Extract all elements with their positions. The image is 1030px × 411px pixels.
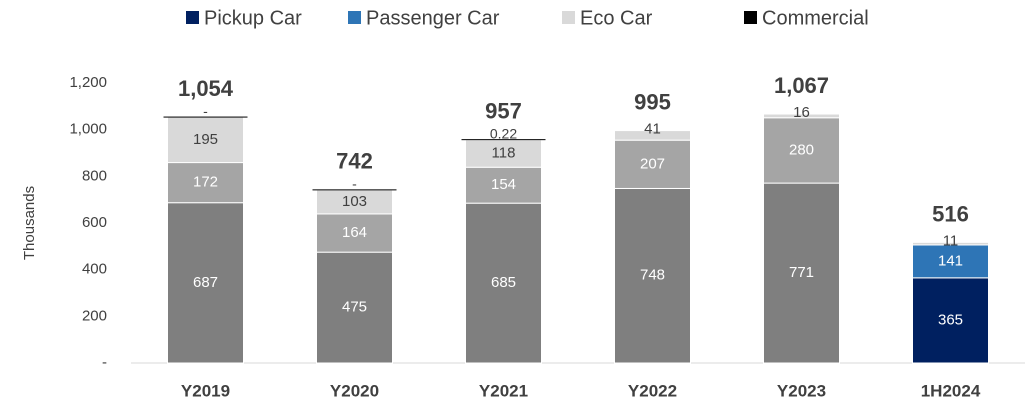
bar-segment bbox=[167, 202, 244, 364]
data-label: 771 bbox=[789, 264, 814, 281]
bar-segment bbox=[461, 139, 546, 141]
data-label: 141 bbox=[938, 252, 963, 269]
data-label: 687 bbox=[193, 274, 218, 291]
bar-segment bbox=[465, 139, 542, 168]
y-tick-label: 1,000 bbox=[69, 121, 107, 138]
x-tick-label: Y2020 bbox=[330, 381, 379, 400]
bar-segment bbox=[763, 117, 840, 184]
bar-segment bbox=[163, 116, 248, 118]
data-label: 103 bbox=[342, 193, 367, 210]
legend-swatch bbox=[348, 11, 361, 24]
total-label: 957 bbox=[485, 99, 522, 124]
y-tick-label: 600 bbox=[82, 214, 107, 231]
bar-segment bbox=[614, 130, 691, 141]
legend-label: Passenger Car bbox=[366, 7, 500, 29]
y-axis-label: Thousands bbox=[21, 186, 38, 260]
data-label: 164 bbox=[342, 224, 367, 241]
data-label: 16 bbox=[793, 104, 810, 121]
legend-label: Eco Car bbox=[580, 7, 653, 29]
data-label: 0.22 bbox=[490, 125, 517, 141]
bar-segment bbox=[912, 241, 989, 246]
data-label: 365 bbox=[938, 311, 963, 328]
bar-segment bbox=[312, 189, 397, 191]
bar-segment bbox=[912, 244, 989, 279]
data-label: - bbox=[352, 176, 357, 192]
data-label: 475 bbox=[342, 299, 367, 316]
data-label: 280 bbox=[789, 141, 814, 158]
bar-segment bbox=[316, 189, 393, 215]
legend-label: Pickup Car bbox=[204, 7, 302, 29]
bar-segment bbox=[316, 251, 393, 364]
data-label: 172 bbox=[193, 174, 218, 191]
y-tick-label: 800 bbox=[82, 167, 107, 184]
total-label: 1,067 bbox=[774, 73, 829, 98]
x-tick-label: Y2021 bbox=[479, 381, 528, 400]
bar-segment bbox=[465, 166, 542, 204]
legend-label: Commercial bbox=[762, 7, 869, 29]
legend-swatch bbox=[186, 11, 199, 24]
legend-swatch bbox=[744, 11, 757, 24]
x-tick-label: 1H2024 bbox=[921, 381, 981, 400]
total-label: 995 bbox=[634, 90, 671, 115]
total-label: 1,054 bbox=[178, 76, 234, 101]
total-label: 516 bbox=[932, 201, 969, 226]
data-label: 207 bbox=[640, 155, 665, 172]
data-label: 11 bbox=[943, 232, 959, 249]
x-tick-label: Y2019 bbox=[181, 381, 230, 400]
legend-swatch bbox=[562, 11, 575, 24]
bar-segment bbox=[763, 182, 840, 364]
bar-segment bbox=[912, 277, 989, 364]
data-label: 154 bbox=[491, 176, 516, 193]
y-tick-label: - bbox=[102, 354, 107, 371]
data-label: 118 bbox=[492, 144, 516, 161]
data-label: 41 bbox=[644, 121, 661, 138]
bar-segment bbox=[167, 162, 244, 204]
y-tick-label: 200 bbox=[82, 307, 107, 324]
bar-segment bbox=[614, 139, 691, 189]
bar-segment bbox=[763, 113, 840, 119]
x-tick-label: Y2022 bbox=[628, 381, 677, 400]
bar-segment bbox=[316, 213, 393, 253]
x-tick-label: Y2023 bbox=[777, 381, 826, 400]
data-label: 195 bbox=[193, 131, 218, 148]
bar-segment bbox=[465, 202, 542, 364]
data-label: 748 bbox=[640, 267, 665, 284]
y-tick-label: 400 bbox=[82, 261, 107, 278]
total-label: 742 bbox=[336, 149, 373, 174]
data-label: 685 bbox=[491, 274, 516, 291]
data-label: - bbox=[203, 103, 208, 119]
y-tick-label: 1,200 bbox=[69, 74, 107, 91]
